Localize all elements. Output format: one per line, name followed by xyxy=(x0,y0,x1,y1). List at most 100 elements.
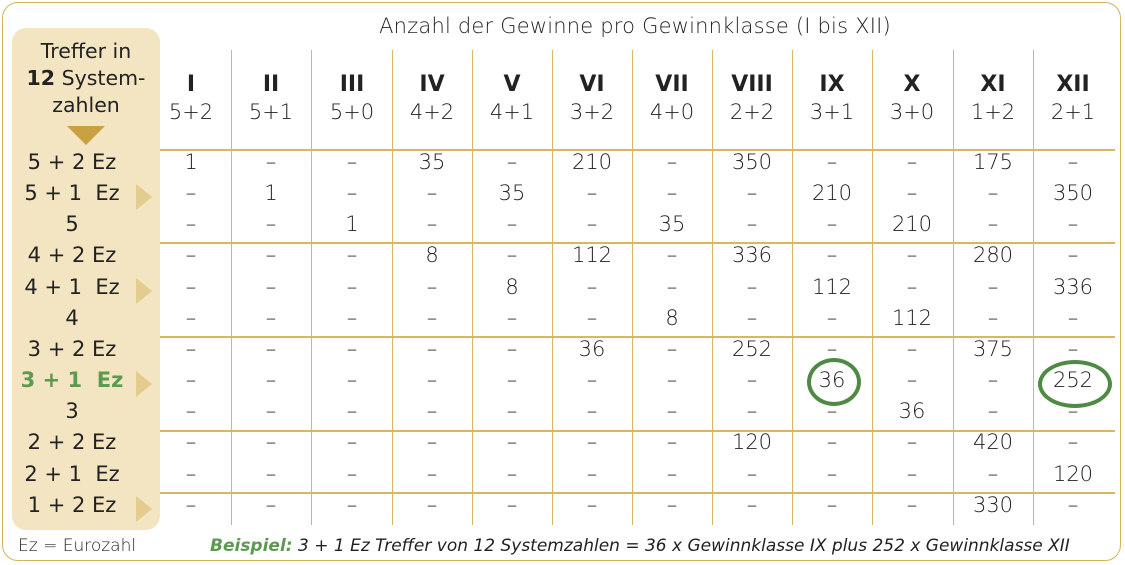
row-divider xyxy=(160,492,1115,494)
table-cell: 210 xyxy=(811,181,853,205)
table-cell: – xyxy=(826,399,838,423)
table-cell: 35 xyxy=(658,212,686,236)
column-divider xyxy=(792,50,793,525)
table-cell: – xyxy=(1067,337,1079,361)
table-cell: – xyxy=(1067,243,1079,267)
table-cell: – xyxy=(906,368,918,392)
table-cell: – xyxy=(746,368,758,392)
class-combo: 1+2 xyxy=(970,100,1016,124)
table-cell: 8 xyxy=(425,243,439,267)
table-cell: – xyxy=(826,243,838,267)
class-combo: 3+2 xyxy=(569,100,615,124)
table-cell: – xyxy=(666,493,678,517)
table-cell: – xyxy=(185,462,197,486)
class-roman: V xyxy=(503,72,521,97)
row-label: 4 xyxy=(65,306,79,330)
table-cell: – xyxy=(185,399,197,423)
table-cell: – xyxy=(346,368,358,392)
column-divider xyxy=(552,50,553,525)
table-cell: 210 xyxy=(891,212,933,236)
row-label: 1 + 2 Ez xyxy=(27,493,117,517)
arrow-right-icon xyxy=(136,371,152,397)
class-combo: 4+2 xyxy=(409,100,455,124)
table-cell: – xyxy=(666,399,678,423)
table-cell: – xyxy=(586,275,598,299)
table-cell: – xyxy=(746,493,758,517)
row-divider xyxy=(160,149,1115,151)
table-cell: – xyxy=(506,430,518,454)
table-cell: – xyxy=(426,493,438,517)
table-cell: – xyxy=(987,212,999,236)
row-label: 4 + 2 Ez xyxy=(27,243,117,267)
row-label: 2 + 2 Ez xyxy=(27,430,117,454)
table-cell: – xyxy=(346,399,358,423)
table-cell: 280 xyxy=(972,243,1014,267)
table-cell: 336 xyxy=(1052,275,1094,299)
arrow-right-icon xyxy=(136,184,152,210)
table-cell: 36 xyxy=(578,337,606,361)
example-note: Beispiel: 3 + 1 Ez Treffer von 12 System… xyxy=(210,536,1070,556)
table-cell: – xyxy=(746,212,758,236)
class-roman: IV xyxy=(419,72,445,97)
table-cell: 112 xyxy=(571,243,613,267)
row-label: 5 + 2 Ez xyxy=(27,150,117,174)
table-cell: 420 xyxy=(972,430,1014,454)
table-cell: – xyxy=(346,337,358,361)
header-label-line3: zahlen xyxy=(52,93,120,117)
row-label-column xyxy=(12,28,160,530)
table-cell: – xyxy=(906,493,918,517)
arrow-right-icon xyxy=(136,278,152,304)
row-divider xyxy=(160,430,1115,432)
table-cell: – xyxy=(346,462,358,486)
table-cell: – xyxy=(426,462,438,486)
table-cell: – xyxy=(826,462,838,486)
class-roman: VI xyxy=(579,72,605,97)
table-cell: – xyxy=(426,399,438,423)
table-cell: – xyxy=(586,493,598,517)
down-arrow-icon xyxy=(67,126,105,145)
highlight-circle xyxy=(807,358,861,406)
table-cell: – xyxy=(1067,212,1079,236)
table-cell: 120 xyxy=(731,430,773,454)
table-cell: – xyxy=(265,493,277,517)
highlight-circle xyxy=(1038,360,1112,408)
table-cell: – xyxy=(666,275,678,299)
row-divider xyxy=(160,242,1115,244)
table-cell: 330 xyxy=(972,493,1014,517)
table-cell: – xyxy=(906,337,918,361)
table-cell: – xyxy=(746,399,758,423)
header-label-line2: 12 System- xyxy=(12,65,160,92)
table-cell: – xyxy=(746,306,758,330)
table-cell: – xyxy=(506,212,518,236)
table-cell: – xyxy=(426,306,438,330)
table-cell: – xyxy=(586,430,598,454)
table-cell: – xyxy=(586,181,598,205)
table-cell: 1 xyxy=(345,212,359,236)
table-cell: – xyxy=(265,150,277,174)
table-cell: – xyxy=(265,399,277,423)
column-divider xyxy=(1033,50,1034,525)
table-cell: – xyxy=(666,368,678,392)
class-roman: III xyxy=(339,72,365,97)
table-cell: – xyxy=(666,150,678,174)
table-cell: – xyxy=(506,150,518,174)
table-cell: – xyxy=(586,306,598,330)
table-cell: – xyxy=(265,243,277,267)
column-divider xyxy=(872,50,873,525)
class-combo: 2+2 xyxy=(729,100,775,124)
table-cell: – xyxy=(1067,306,1079,330)
class-combo: 5+0 xyxy=(329,100,375,124)
table-cell: – xyxy=(987,399,999,423)
table-cell: – xyxy=(987,368,999,392)
row-label: 2 + 1 Ez xyxy=(24,462,120,486)
table-cell: – xyxy=(826,306,838,330)
table-cell: – xyxy=(906,462,918,486)
class-combo: 3+0 xyxy=(889,100,935,124)
table-cell: – xyxy=(265,462,277,486)
table-cell: – xyxy=(185,181,197,205)
table-cell: – xyxy=(185,337,197,361)
table-cell: – xyxy=(185,243,197,267)
table-cell: – xyxy=(506,306,518,330)
table-cell: – xyxy=(1067,399,1079,423)
